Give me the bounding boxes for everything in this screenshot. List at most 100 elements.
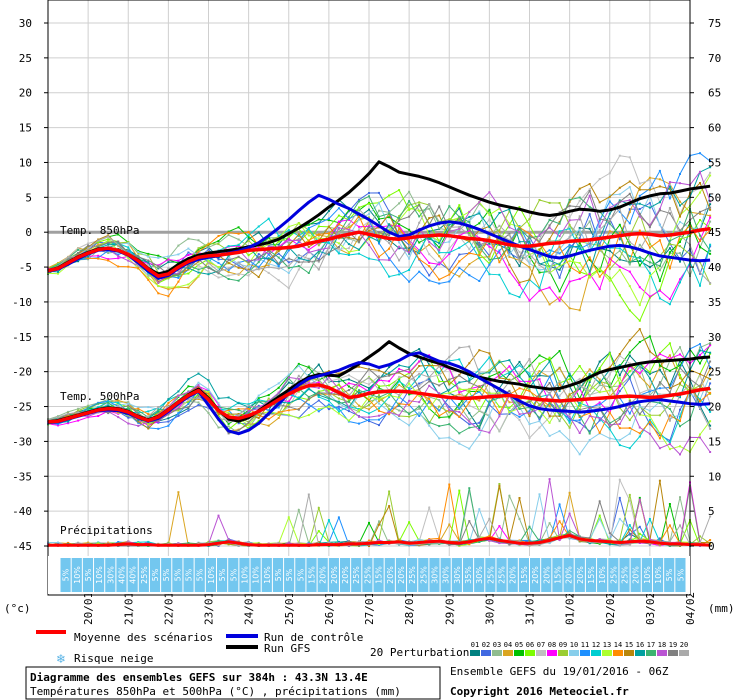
perturbation-point (588, 190, 591, 192)
perturbation-point (578, 535, 581, 538)
snow-risk-label: 20% (319, 566, 328, 584)
perturbation-point (358, 238, 360, 241)
perturbation-point (177, 274, 180, 277)
perturbation-point (608, 428, 611, 431)
perturbation-point (618, 207, 621, 210)
perturbation-point (347, 540, 350, 543)
perturbation-point (528, 224, 531, 227)
perturbation-point (347, 228, 350, 231)
perturbation-point (398, 217, 401, 220)
perturbation-point (568, 260, 571, 262)
perturbation-point (658, 207, 661, 210)
perturbation-point (368, 408, 370, 411)
perturbation-point (277, 382, 280, 385)
perturbation-point (518, 415, 521, 418)
perturbation-point (568, 224, 571, 227)
perturbation-point (317, 396, 320, 398)
perturbation-point (247, 412, 250, 415)
perturbation-point (307, 257, 310, 260)
perturbation-point (227, 543, 230, 546)
snow-risk-cell (71, 558, 82, 592)
perturbation-point (428, 217, 431, 220)
perturbation-point (277, 411, 280, 414)
perturbation-point (628, 405, 631, 408)
perturbation-point (548, 238, 551, 240)
perturbation-point (658, 414, 661, 417)
perturbation-point (157, 419, 160, 422)
chart-title: Diagramme des ensembles GEFS sur 384h : … (30, 671, 368, 684)
perturbation-point (317, 410, 320, 413)
snow-risk-label: 40% (129, 566, 138, 584)
perturbation-point (438, 240, 441, 243)
perturbation-point (127, 414, 130, 417)
snow-risk-cell (541, 558, 552, 592)
y-right-unit: (mm) (708, 602, 735, 615)
perturbation-point (147, 413, 150, 416)
perturbation-point (207, 392, 210, 395)
perturbation-point (638, 260, 641, 262)
perturbation-point (177, 412, 180, 415)
perturbation-point (709, 243, 712, 246)
snow-risk-cell (317, 558, 328, 592)
perturbation-point (257, 257, 260, 260)
perturbation-point (478, 243, 481, 246)
perturbation-point (628, 241, 631, 243)
perturbation-point (548, 253, 551, 256)
perturbation-point (699, 374, 701, 377)
perturbation-point (368, 545, 370, 547)
perturbation-point (67, 412, 70, 415)
perturbation-point (257, 258, 260, 261)
perturbation-point (347, 419, 350, 422)
perturbation-point (398, 215, 401, 218)
perturbation-point (398, 375, 401, 378)
perturbation-point (578, 228, 581, 231)
perturbation-point (528, 234, 531, 237)
perturbation-point (267, 217, 270, 220)
perturbation-point (398, 367, 401, 370)
perturbation-point (77, 247, 80, 250)
perturbation-point (658, 201, 661, 204)
perturbation-point (538, 354, 541, 357)
perturbation-point (428, 407, 431, 410)
perturbation-point (528, 380, 531, 383)
perturbation-point (548, 240, 551, 242)
perturbation-point (668, 212, 671, 215)
x-tick-label: 21/01 (122, 592, 135, 625)
perturbation-point (498, 243, 501, 246)
perturbation-point (137, 251, 140, 253)
perturbation-point (628, 493, 631, 496)
perturbation-point (578, 215, 581, 218)
perturbation-point (498, 374, 501, 377)
perturbation-point (207, 267, 210, 269)
perturbation-point (247, 234, 250, 237)
perturbation-point (518, 260, 521, 263)
perturbation-point (237, 226, 240, 229)
perturbation-point (97, 243, 100, 246)
perturbation-point (548, 303, 551, 306)
perturbation-point (709, 252, 712, 255)
perturbation-point (448, 543, 451, 546)
perturbation-point (578, 248, 581, 251)
snow-risk-cell (105, 558, 116, 592)
perturbation-point (558, 350, 561, 352)
perturbation-point (648, 179, 651, 182)
perturbation-point (488, 375, 491, 378)
perturbation-point (498, 229, 501, 232)
perturbation-point (408, 521, 411, 524)
perturbation-color-swatch (613, 650, 623, 656)
perturbation-point (598, 244, 601, 247)
snow-risk-label: 20% (341, 566, 350, 584)
perturbation-point (368, 395, 370, 398)
perturbation-point (548, 356, 551, 359)
perturbation-point (638, 202, 641, 205)
perturbation-point (598, 219, 601, 221)
label-t850: Temp. 850hPa (60, 224, 139, 237)
perturbation-point (307, 250, 310, 253)
perturbation-point (478, 425, 481, 428)
perturbation-point (588, 183, 591, 185)
snow-flake-icon: ❄ (56, 652, 66, 666)
perturbation-point (628, 351, 631, 354)
perturbation-point (638, 319, 641, 322)
perturbation-point (558, 414, 561, 416)
